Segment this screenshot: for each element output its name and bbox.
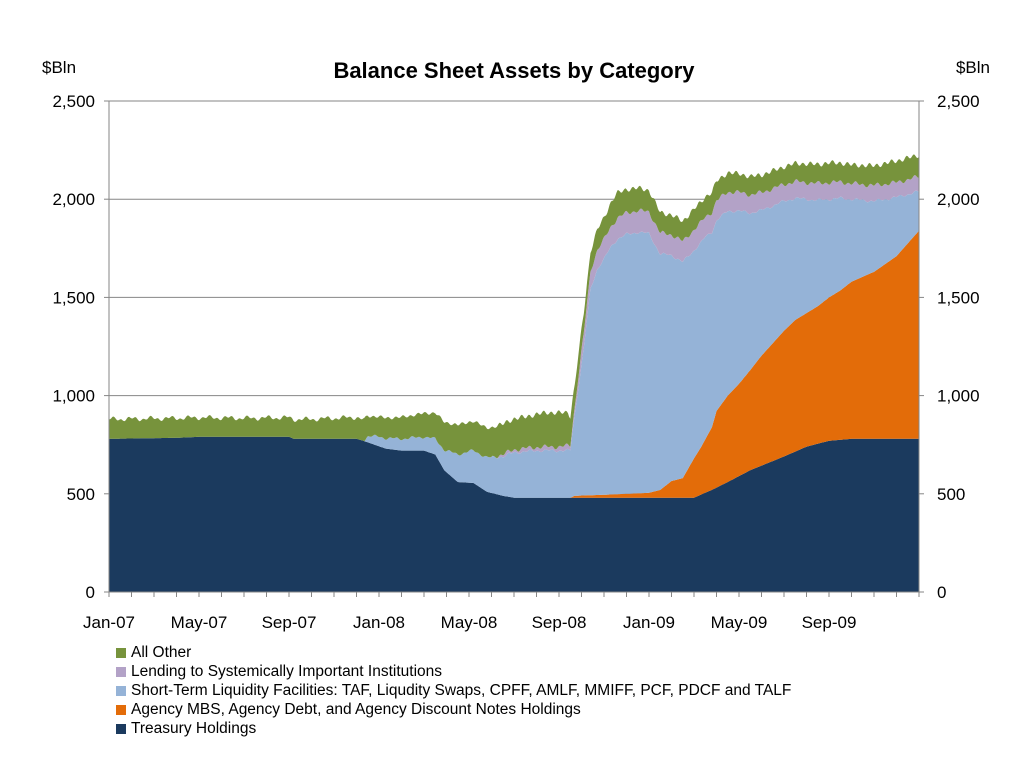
x-tick-label: Jan-07 xyxy=(83,613,135,632)
x-tick-label: Jan-09 xyxy=(623,613,675,632)
legend-swatch xyxy=(116,666,126,677)
left-y-tick-label: 2,000 xyxy=(52,190,95,209)
legend-swatch xyxy=(116,685,126,696)
legend-item: Short-Term Liquidity Facilities: TAF, Li… xyxy=(116,681,791,700)
legend-swatch xyxy=(116,704,126,715)
legend-item: Treasury Holdings xyxy=(116,719,791,738)
right-y-tick-labels: 0 500 1,000 1,500 2,000 2,500 xyxy=(937,92,980,602)
left-y-tick-label: 500 xyxy=(67,485,95,504)
legend-swatch xyxy=(116,647,126,658)
legend-swatch xyxy=(116,723,126,734)
left-y-tick-label: 1,000 xyxy=(52,387,95,406)
right-y-tick-label: 0 xyxy=(937,583,946,602)
left-y-tick-label: 2,500 xyxy=(52,92,95,111)
right-axis-unit: $Bln xyxy=(956,58,990,77)
left-y-tick-label: 1,500 xyxy=(52,288,95,307)
area-all-other xyxy=(109,154,919,459)
legend-item: Agency MBS, Agency Debt, and Agency Disc… xyxy=(116,700,791,719)
right-y-tick-label: 500 xyxy=(937,485,965,504)
legend-item: All Other xyxy=(116,643,791,662)
x-tick-label: May-07 xyxy=(171,613,228,632)
legend: All Other Lending to Systemically Importa… xyxy=(116,643,791,738)
x-tick-label: Sep-08 xyxy=(532,613,587,632)
area-short-term-liquidity-facilities-taf-liqu xyxy=(109,190,919,498)
legend-label: Lending to Systemically Important Instit… xyxy=(131,662,443,680)
right-y-tick-label: 2,500 xyxy=(937,92,980,111)
x-tick-labels: Jan-07 May-07 Sep-07 Jan-08 May-08 Sep-08 Jan-… xyxy=(83,613,856,632)
legend-item: Lending to Systemically Important Instit… xyxy=(116,662,791,681)
right-y-tick-label: 1,500 xyxy=(937,288,980,307)
x-tick-label: Sep-07 xyxy=(262,613,317,632)
right-y-tick-label: 1,000 xyxy=(937,387,980,406)
legend-label: Treasury Holdings xyxy=(131,719,257,737)
x-tick-label: Jan-08 xyxy=(353,613,405,632)
right-y-tick-label: 2,000 xyxy=(937,190,980,209)
legend-label: All Other xyxy=(131,643,192,661)
left-y-tick-labels: 0 500 1,000 1,500 2,000 2,500 xyxy=(52,92,95,602)
legend-label: Agency MBS, Agency Debt, and Agency Disc… xyxy=(131,700,581,718)
area-agency-mbs-agency-debt-and-agency-discou xyxy=(109,230,919,498)
stacked-areas xyxy=(109,154,919,592)
axes xyxy=(104,100,924,597)
area-treasury-holdings xyxy=(109,436,919,592)
x-tick-label: Sep-09 xyxy=(802,613,857,632)
x-tick-label: May-09 xyxy=(711,613,768,632)
left-axis-unit: $Bln xyxy=(42,58,76,77)
left-y-tick-label: 0 xyxy=(86,583,95,602)
chart-title: Balance Sheet Assets by Category xyxy=(333,58,695,83)
chart: Balance Sheet Assets by Category $Bln $B… xyxy=(42,58,990,632)
legend-label: Short-Term Liquidity Facilities: TAF, Li… xyxy=(131,681,792,699)
x-tick-label: May-08 xyxy=(441,613,498,632)
